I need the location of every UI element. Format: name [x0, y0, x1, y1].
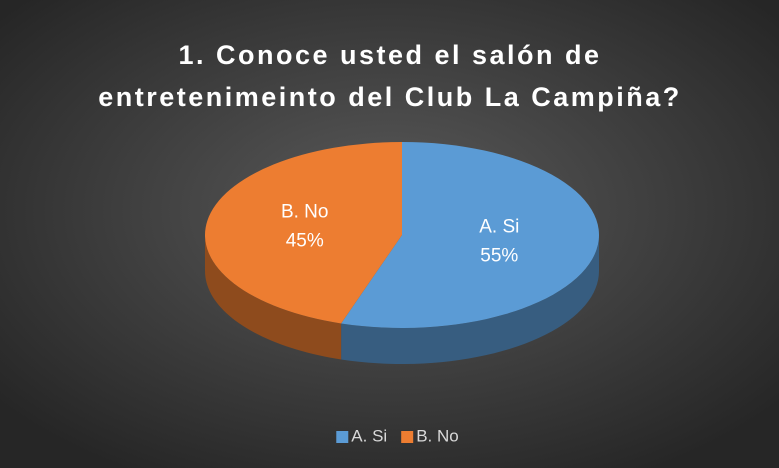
pie-slice-side	[205, 235, 342, 360]
pie-slice	[341, 142, 600, 328]
data-label-category: A. Si	[479, 216, 519, 237]
chart-title: 1. Conoce usted el salón de entretenimei…	[98, 40, 682, 112]
pie-slice-side	[341, 235, 599, 364]
data-label: 55%	[480, 245, 518, 266]
legend-label: A. Si	[351, 426, 387, 445]
data-label: 45%	[286, 231, 324, 252]
legend-label: B. No	[416, 426, 459, 445]
pie-slice	[205, 142, 402, 324]
pie: A. Si 55% B. No 45%	[205, 142, 600, 364]
legend-swatch	[401, 431, 414, 443]
legend: A. Si B. No	[336, 426, 459, 445]
data-label-category: B. No	[281, 202, 329, 223]
legend-swatch	[336, 431, 349, 443]
